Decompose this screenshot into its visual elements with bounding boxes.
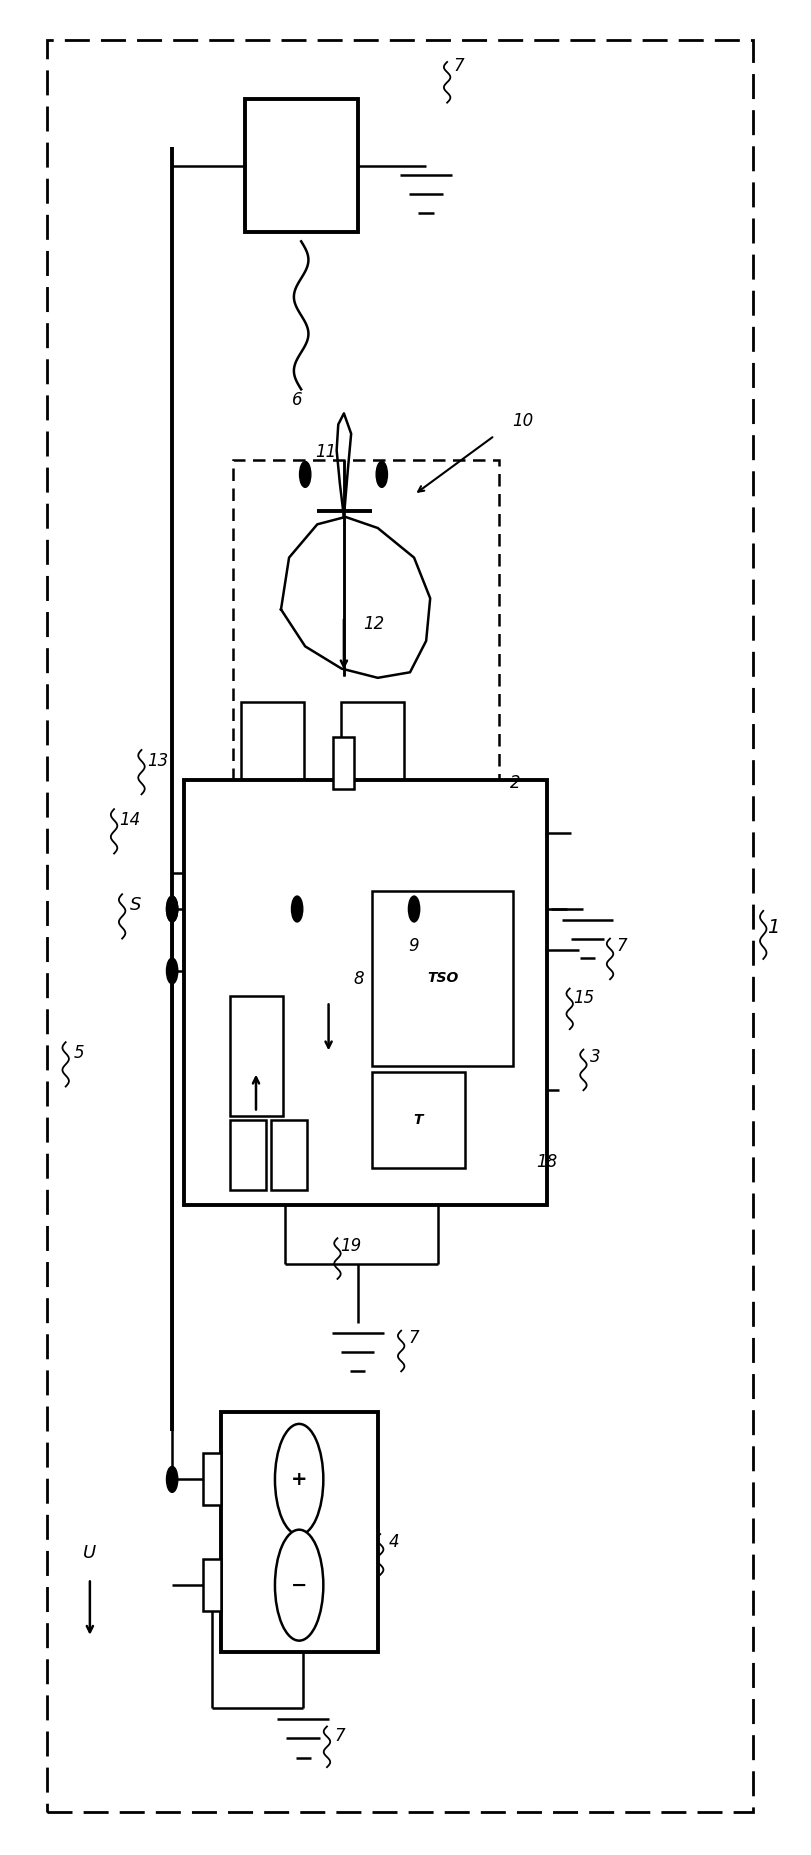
- Circle shape: [291, 896, 303, 922]
- Bar: [341, 701, 404, 798]
- Text: −: −: [290, 1575, 307, 1595]
- Bar: [357, 861, 414, 957]
- Text: 10: 10: [512, 412, 533, 430]
- Text: 7: 7: [334, 1727, 345, 1746]
- Bar: [371, 1072, 465, 1169]
- Bar: [230, 996, 282, 1117]
- Text: 19: 19: [340, 1237, 362, 1254]
- Text: 4: 4: [388, 1532, 399, 1551]
- Text: TSO: TSO: [427, 972, 457, 985]
- Text: 18: 18: [536, 1154, 557, 1171]
- Text: 11: 11: [315, 443, 336, 462]
- Bar: [221, 1412, 377, 1653]
- Text: 7: 7: [616, 937, 627, 955]
- Text: 8: 8: [354, 970, 364, 989]
- Circle shape: [299, 462, 311, 488]
- Circle shape: [408, 896, 419, 922]
- Text: 7: 7: [408, 1328, 418, 1347]
- Bar: [371, 890, 513, 1067]
- Text: 6: 6: [291, 391, 302, 410]
- Bar: [333, 736, 354, 788]
- Bar: [203, 1560, 221, 1610]
- Bar: [244, 98, 357, 232]
- Bar: [230, 1120, 266, 1191]
- Text: 9: 9: [408, 937, 418, 955]
- Bar: [184, 779, 547, 1206]
- Text: 13: 13: [147, 751, 168, 770]
- Text: 14: 14: [119, 811, 140, 829]
- Bar: [270, 1120, 307, 1191]
- Text: +: +: [290, 1469, 307, 1490]
- Circle shape: [375, 462, 387, 488]
- Circle shape: [275, 1530, 323, 1640]
- Text: 15: 15: [572, 989, 594, 1007]
- Text: T: T: [414, 1113, 423, 1126]
- Text: U: U: [84, 1543, 97, 1562]
- Circle shape: [166, 896, 178, 922]
- Circle shape: [166, 957, 178, 983]
- Text: S: S: [130, 896, 141, 915]
- Bar: [240, 861, 297, 957]
- Text: 1: 1: [766, 918, 779, 937]
- Circle shape: [166, 896, 178, 922]
- Text: 12: 12: [363, 616, 384, 633]
- Bar: [203, 1454, 221, 1504]
- Bar: [240, 701, 303, 798]
- Circle shape: [166, 1467, 178, 1491]
- Circle shape: [275, 1425, 323, 1534]
- Bar: [317, 950, 340, 1002]
- Text: 3: 3: [590, 1048, 600, 1067]
- Text: 7: 7: [453, 58, 463, 74]
- Text: 5: 5: [74, 1044, 84, 1063]
- Text: 2: 2: [509, 774, 520, 792]
